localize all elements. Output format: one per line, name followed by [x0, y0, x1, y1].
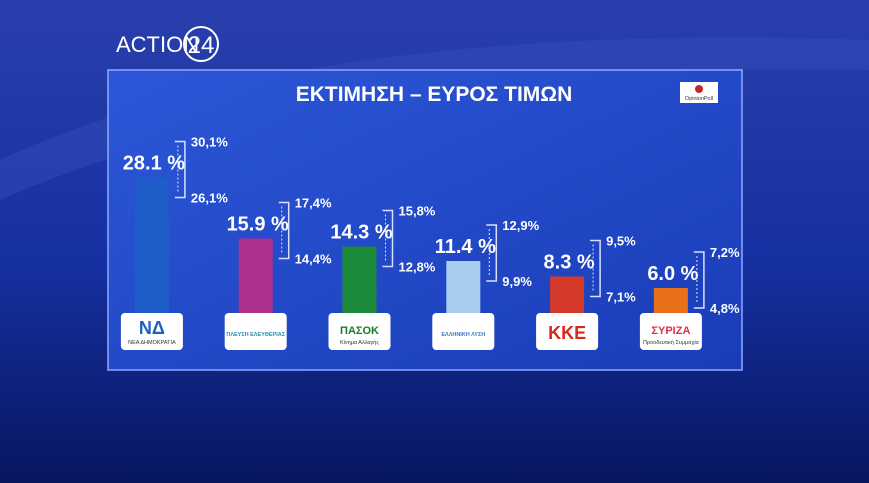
range-high-label: 15,8%	[399, 204, 436, 219]
value-label: 15.9 %	[227, 214, 289, 236]
chart-title: ΕΚΤΙΜΗΣΗ – ΕΥΡΟΣ ΤΙΜΩΝ	[296, 83, 573, 106]
brand-number: 24	[188, 32, 215, 59]
party-logo	[224, 313, 287, 350]
range-low-label: 7,1%	[606, 290, 636, 305]
range-high-label: 12,9%	[502, 218, 539, 233]
range-high-label: 7,2%	[710, 245, 740, 260]
value-label: 8.3 %	[544, 252, 595, 274]
range-high-label: 17,4%	[295, 196, 332, 211]
bar	[134, 177, 169, 318]
category-label: ΕΛΛΗΝΙΚΗ ΛΥΣΗ	[441, 332, 485, 338]
source-logo-dot	[695, 85, 703, 93]
value-label: 6.0 %	[647, 263, 698, 285]
range-bracket	[174, 140, 186, 199]
range-bracket	[693, 251, 705, 309]
range-low-label: 4,8%	[710, 301, 740, 316]
category-label: ΠΑΣΟΚ	[340, 325, 379, 337]
party-logo	[432, 313, 495, 350]
category-label: ΣΥΡΙΖΑ	[651, 325, 690, 337]
category-label: ΝΔ	[139, 318, 165, 338]
category-label: ΠΛΕΥΣΗ ΕΛΕΥΘΕΡΙΑΣ	[226, 332, 285, 338]
range-high-label: 30,1%	[191, 135, 228, 150]
range-low-label: 14,4%	[295, 252, 332, 267]
range-low-label: 12,8%	[399, 260, 436, 275]
source: OpinionPoll	[685, 96, 713, 102]
party-logo	[120, 313, 183, 350]
party-logo	[536, 313, 599, 350]
value-label: 28.1 %	[123, 153, 185, 175]
category-subtitle: Προοδευτική Συμμαχία	[643, 339, 700, 346]
party-logo	[639, 313, 702, 350]
range-bracket	[278, 201, 290, 260]
value-label: 11.4 %	[435, 236, 496, 258]
bar	[446, 261, 481, 318]
range-bracket	[590, 239, 601, 298]
range-bracket	[486, 224, 498, 282]
range-low-label: 9,9%	[502, 274, 532, 289]
bar	[550, 276, 585, 318]
range-bracket	[382, 209, 394, 268]
brand-ring	[183, 26, 219, 62]
bar	[342, 246, 377, 318]
range-low-label: 26,1%	[191, 191, 228, 206]
category-label: ΚΚΕ	[548, 323, 586, 343]
category-subtitle: Κίνημα Αλλαγής	[340, 339, 379, 346]
party-logo	[328, 313, 391, 350]
range-high-label: 9,5%	[606, 234, 636, 249]
panel	[107, 69, 743, 371]
bar	[238, 238, 273, 318]
value-label: 14.3 %	[330, 222, 392, 244]
category-subtitle: ΝΕΑ ΔΗΜΟΚΡΑΤΙΑ	[128, 340, 176, 346]
